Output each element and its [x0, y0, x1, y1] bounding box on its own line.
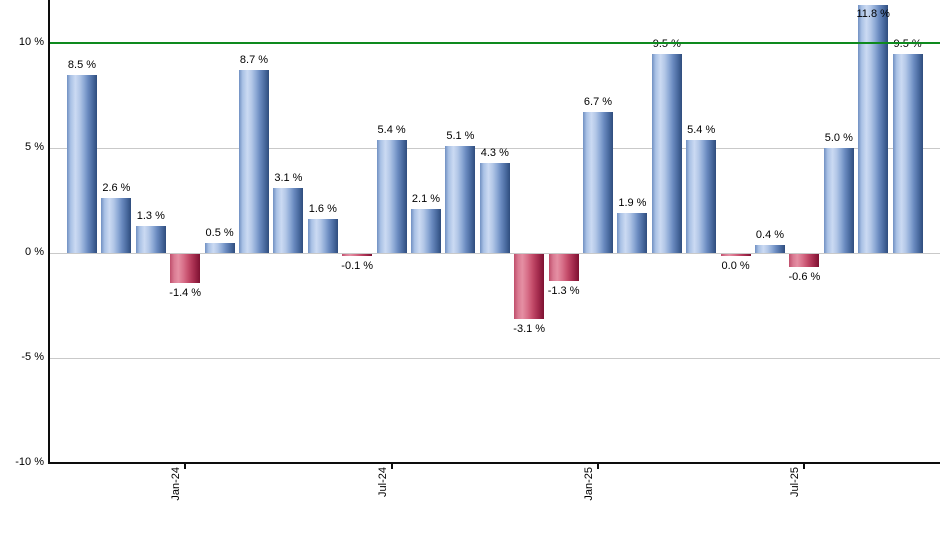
bar[interactable] [411, 208, 441, 253]
bar-value-label: 0.4 % [755, 228, 785, 241]
bar[interactable] [101, 198, 132, 253]
bar[interactable] [307, 219, 338, 253]
bar-value-label: -1.3 % [547, 285, 580, 298]
bar-value-label: 8.5 % [67, 58, 97, 71]
bar[interactable] [273, 187, 304, 253]
y-tick-label: 10 % [18, 36, 44, 48]
gridline [50, 148, 940, 149]
bar-value-label: 1.3 % [136, 209, 165, 222]
x-tick-label: Jul-25 [789, 467, 802, 497]
bar-value-label: 8.7 % [239, 54, 269, 67]
bar-value-label: 2.6 % [102, 182, 131, 195]
y-tick-label: 0 % [25, 246, 44, 258]
bar-value-label: -0.1 % [341, 260, 374, 273]
bar[interactable] [170, 254, 201, 284]
y-tick-label: -10 % [15, 456, 44, 468]
x-tick-mark [390, 464, 393, 469]
x-tick-label: Jul-24 [376, 467, 389, 497]
bar-value-label: 2.1 % [411, 192, 441, 205]
x-tick-mark [597, 464, 599, 469]
bar-value-label: 5.1 % [446, 129, 475, 142]
bar-value-label: -0.6 % [788, 270, 821, 283]
bar[interactable] [204, 242, 235, 253]
bar-value-label: 0.0 % [721, 260, 750, 272]
bar-value-label: 6.7 % [583, 96, 613, 109]
bar[interactable] [479, 162, 510, 253]
bar-value-label: -3.1 % [513, 323, 546, 336]
bar[interactable] [548, 254, 579, 282]
y-tick-label: -5 % [21, 351, 44, 363]
zero-gridline [50, 253, 940, 254]
x-axis-line [48, 462, 940, 464]
bar-value-label: 0.5 % [205, 226, 234, 239]
bar[interactable] [376, 139, 407, 253]
bar-value-label: 5.4 % [687, 123, 716, 136]
bar-value-label: 1.6 % [308, 203, 337, 216]
bar-value-label: 1.9 % [618, 197, 647, 210]
bar[interactable] [342, 254, 373, 257]
bar[interactable] [617, 213, 648, 253]
y-axis-line [48, 0, 50, 464]
bar[interactable] [583, 112, 613, 253]
bar[interactable] [892, 53, 923, 253]
y-tick-label: 5 % [25, 141, 44, 153]
bar-value-label: 11.8 % [856, 8, 890, 21]
bar[interactable] [823, 148, 854, 253]
bar[interactable] [755, 244, 785, 253]
bar[interactable] [239, 70, 269, 253]
bar-value-label: 5.4 % [377, 123, 406, 136]
bar[interactable] [858, 5, 889, 253]
x-tick-mark [803, 464, 806, 469]
x-tick-label: Jan-24 [170, 467, 183, 501]
x-tick-label: Jan-25 [583, 467, 595, 501]
bar[interactable] [135, 225, 166, 253]
bar[interactable] [445, 145, 476, 253]
bar[interactable] [789, 254, 820, 267]
gridline [50, 358, 940, 359]
x-tick-mark [184, 464, 187, 469]
bar[interactable] [67, 74, 97, 253]
bar-value-label: 3.1 % [274, 171, 303, 184]
bar-value-label: 5.0 % [824, 132, 853, 144]
bar[interactable] [720, 254, 751, 256]
bar-value-label: 4.3 % [480, 146, 509, 159]
bar-value-label: -1.4 % [169, 287, 202, 300]
reference-line-10pct [50, 42, 940, 44]
bar[interactable] [514, 254, 545, 320]
bar[interactable] [686, 139, 717, 253]
bar[interactable] [651, 53, 682, 253]
